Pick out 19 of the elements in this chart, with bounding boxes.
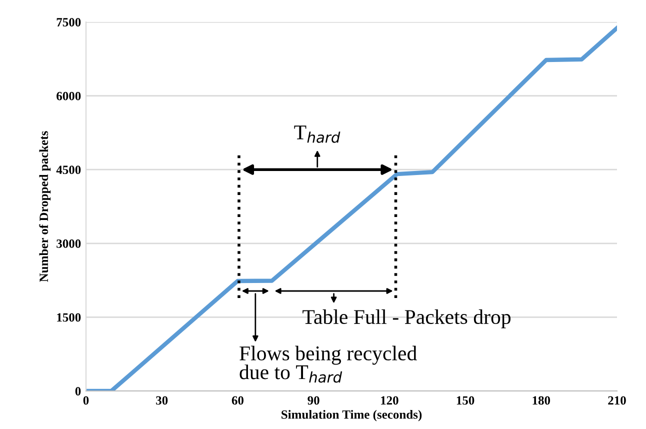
y-tick-label: 0 — [75, 387, 81, 396]
x-tick-label: 0 — [83, 396, 89, 405]
annotation: Flows being recycled due to T$_{hard}$ — [240, 346, 417, 383]
x-tick-label: 180 — [532, 396, 550, 405]
y-axis-title: Number of Dropped packets — [39, 131, 51, 282]
y-tick-label: 1500 — [57, 313, 81, 322]
x-tick-label: 150 — [456, 396, 474, 405]
y-tick-label: 4500 — [56, 166, 81, 174]
y-tick-label: 7500 — [56, 18, 81, 26]
x-tick-label: 30 — [156, 396, 168, 405]
annotation: T$_{hard}$ — [294, 126, 340, 143]
x-axis-title: Simulation Time (seconds) — [282, 410, 422, 422]
annotation: Table Full - Packets drop — [302, 309, 511, 328]
x-tick-label: 210 — [608, 396, 626, 405]
y-tick-label: 3000 — [56, 239, 81, 248]
x-tick-label: 120 — [381, 396, 398, 405]
x-tick-label: 60 — [232, 396, 244, 405]
x-tick-label: 90 — [308, 396, 320, 405]
y-tick-label: 6000 — [56, 92, 81, 100]
